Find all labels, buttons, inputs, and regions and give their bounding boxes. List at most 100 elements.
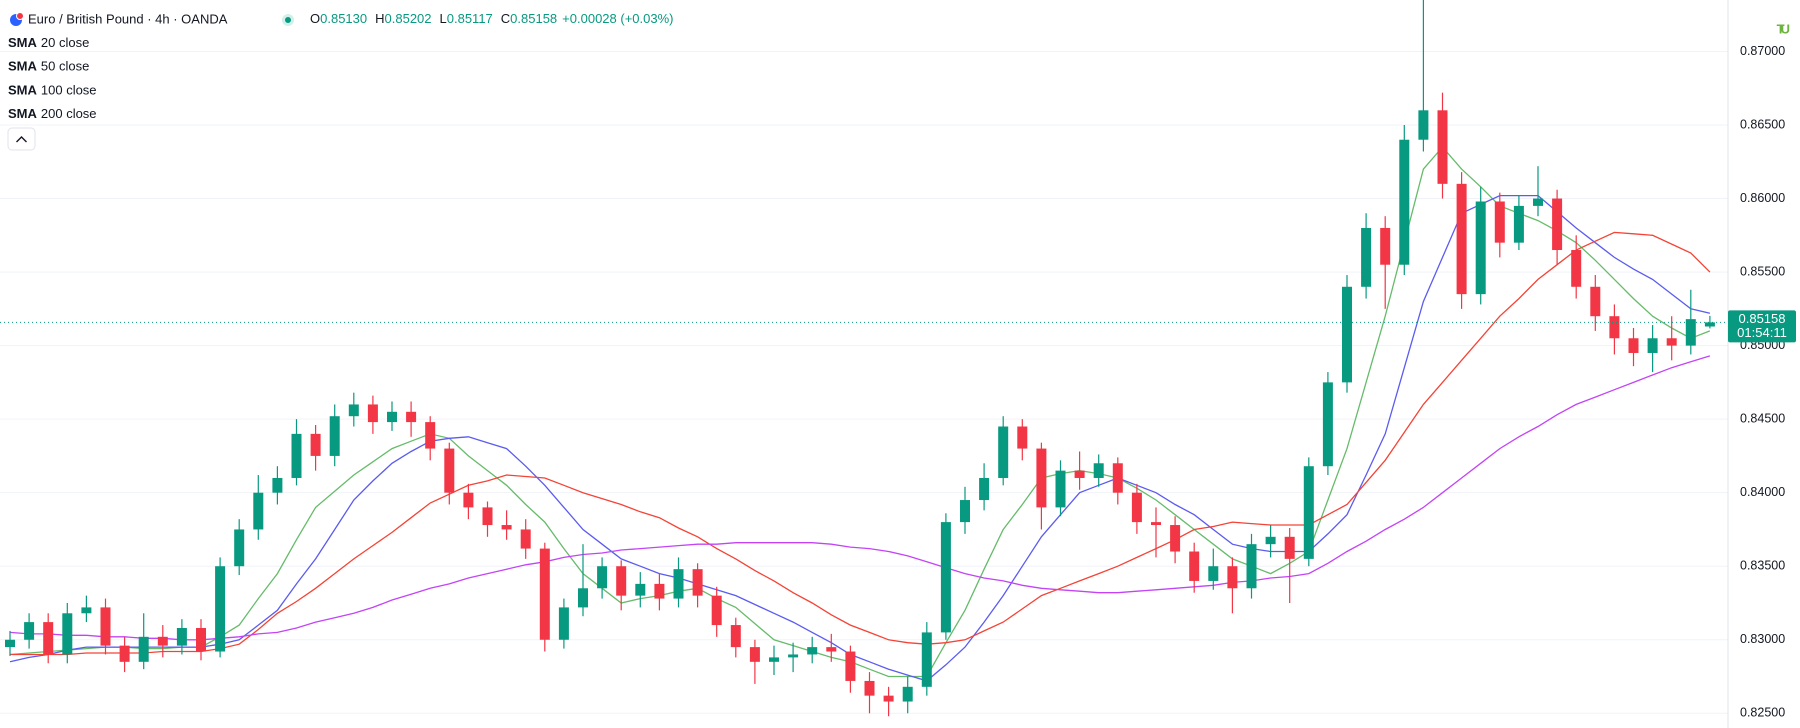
y-tick-label: 0.86500 xyxy=(1740,117,1785,131)
ohlc-value: 0.85202 xyxy=(385,11,432,26)
candle-body xyxy=(1456,183,1467,295)
ohlc-values: O0.85130 H0.85202 L0.85117 C0.85158 +0.00028… xyxy=(310,11,673,26)
legend-entry: SMA 50 close xyxy=(8,59,89,74)
candle-body xyxy=(1513,205,1524,243)
legend-entry: SMA 100 close xyxy=(8,83,97,98)
candle-body xyxy=(1475,201,1486,295)
legend-name: SMA xyxy=(8,107,38,122)
y-tick-label: 0.86000 xyxy=(1740,191,1785,205)
candle-body xyxy=(1685,319,1696,346)
header: Euro / British Pound · 4h · OANDA O0.851… xyxy=(10,11,673,26)
y-tick-label: 0.82500 xyxy=(1740,706,1785,720)
candle-body xyxy=(482,507,493,526)
legend-params: 50 close xyxy=(41,59,89,74)
candle-body xyxy=(1131,492,1142,523)
countdown-text: 01:54:11 xyxy=(1737,325,1787,340)
candle-body xyxy=(176,627,187,646)
candle-body xyxy=(215,566,226,652)
ohlc-label: H xyxy=(375,11,384,26)
candle-body xyxy=(845,651,856,681)
candle-body xyxy=(1074,470,1085,478)
candle-body xyxy=(1418,110,1429,140)
candle-body xyxy=(921,632,932,687)
candle-body xyxy=(272,477,283,493)
candle-body xyxy=(883,695,894,702)
candle-body xyxy=(387,411,397,423)
candle-body xyxy=(1170,525,1181,552)
candle-body xyxy=(348,404,359,417)
candle-body xyxy=(1399,139,1410,265)
candle-body xyxy=(253,492,264,530)
collapse-button[interactable] xyxy=(7,127,36,151)
candle-body xyxy=(1571,250,1582,287)
candle-body xyxy=(654,583,665,599)
ohlc-label: O xyxy=(310,11,320,26)
collapse-button[interactable] xyxy=(7,127,36,151)
candle-body xyxy=(940,522,951,633)
indicator-lines xyxy=(9,146,1711,682)
candle-body xyxy=(558,607,569,640)
last-price-box xyxy=(1728,310,1796,343)
candle-body xyxy=(1609,316,1620,339)
candle-body xyxy=(463,492,474,508)
candle-body xyxy=(711,595,722,626)
sma-line xyxy=(9,146,1711,678)
candle-body xyxy=(749,647,760,662)
candle-body xyxy=(234,529,245,567)
candle-body xyxy=(1361,227,1372,287)
candle-body xyxy=(444,448,455,493)
legend-entry: SMA 20 close xyxy=(8,35,89,50)
candle-body xyxy=(5,639,15,648)
candle-body xyxy=(1494,201,1505,243)
candle-body xyxy=(998,426,1009,478)
candle-body xyxy=(597,566,608,589)
candle-body xyxy=(1208,566,1219,581)
candle-body xyxy=(788,654,799,658)
candle-body xyxy=(1246,544,1257,589)
candle-body xyxy=(1017,426,1028,449)
candle-body xyxy=(1704,322,1715,327)
candle-body xyxy=(1055,470,1066,508)
y-tick-label: 0.84500 xyxy=(1740,411,1785,425)
candle-body xyxy=(1284,536,1295,559)
candle-body xyxy=(138,636,149,662)
legend-name: SMA xyxy=(8,59,38,74)
candle-body xyxy=(1322,382,1333,467)
candle-body xyxy=(1533,198,1543,206)
y-tick-label: 0.83000 xyxy=(1740,632,1785,646)
y-tick-label: 0.83500 xyxy=(1740,559,1785,573)
sma-line xyxy=(10,231,1711,656)
candle-body xyxy=(1093,463,1104,478)
candle-body xyxy=(807,647,818,655)
legend-name: SMA xyxy=(8,83,38,98)
candle-body xyxy=(1380,227,1391,265)
candle-body xyxy=(329,416,340,456)
candle-body xyxy=(1437,110,1448,184)
candle-body xyxy=(81,607,92,614)
candle-body xyxy=(291,433,302,478)
candle-body xyxy=(730,625,741,648)
candle-body xyxy=(406,411,417,423)
candle-body xyxy=(1628,338,1639,353)
candle-body xyxy=(826,647,837,652)
candle-body xyxy=(692,569,703,596)
candle-body xyxy=(902,686,913,702)
candle-body xyxy=(635,583,646,596)
sma-line xyxy=(9,194,1711,682)
candle-body xyxy=(864,680,875,696)
candle-body xyxy=(960,500,970,523)
grid xyxy=(0,50,1728,714)
candle-body xyxy=(100,607,111,646)
candle-body xyxy=(539,548,550,640)
candle-body xyxy=(196,627,206,652)
sma-line xyxy=(9,355,1711,641)
candle-body xyxy=(1112,463,1123,493)
collapse-icon xyxy=(16,136,27,143)
legend-params: 100 close xyxy=(41,83,97,98)
symbol-icon xyxy=(16,12,24,20)
ohlc-value: 0.85130 xyxy=(320,11,367,26)
y-tick-label: 0.84000 xyxy=(1740,485,1785,499)
candle-body xyxy=(1227,566,1238,589)
